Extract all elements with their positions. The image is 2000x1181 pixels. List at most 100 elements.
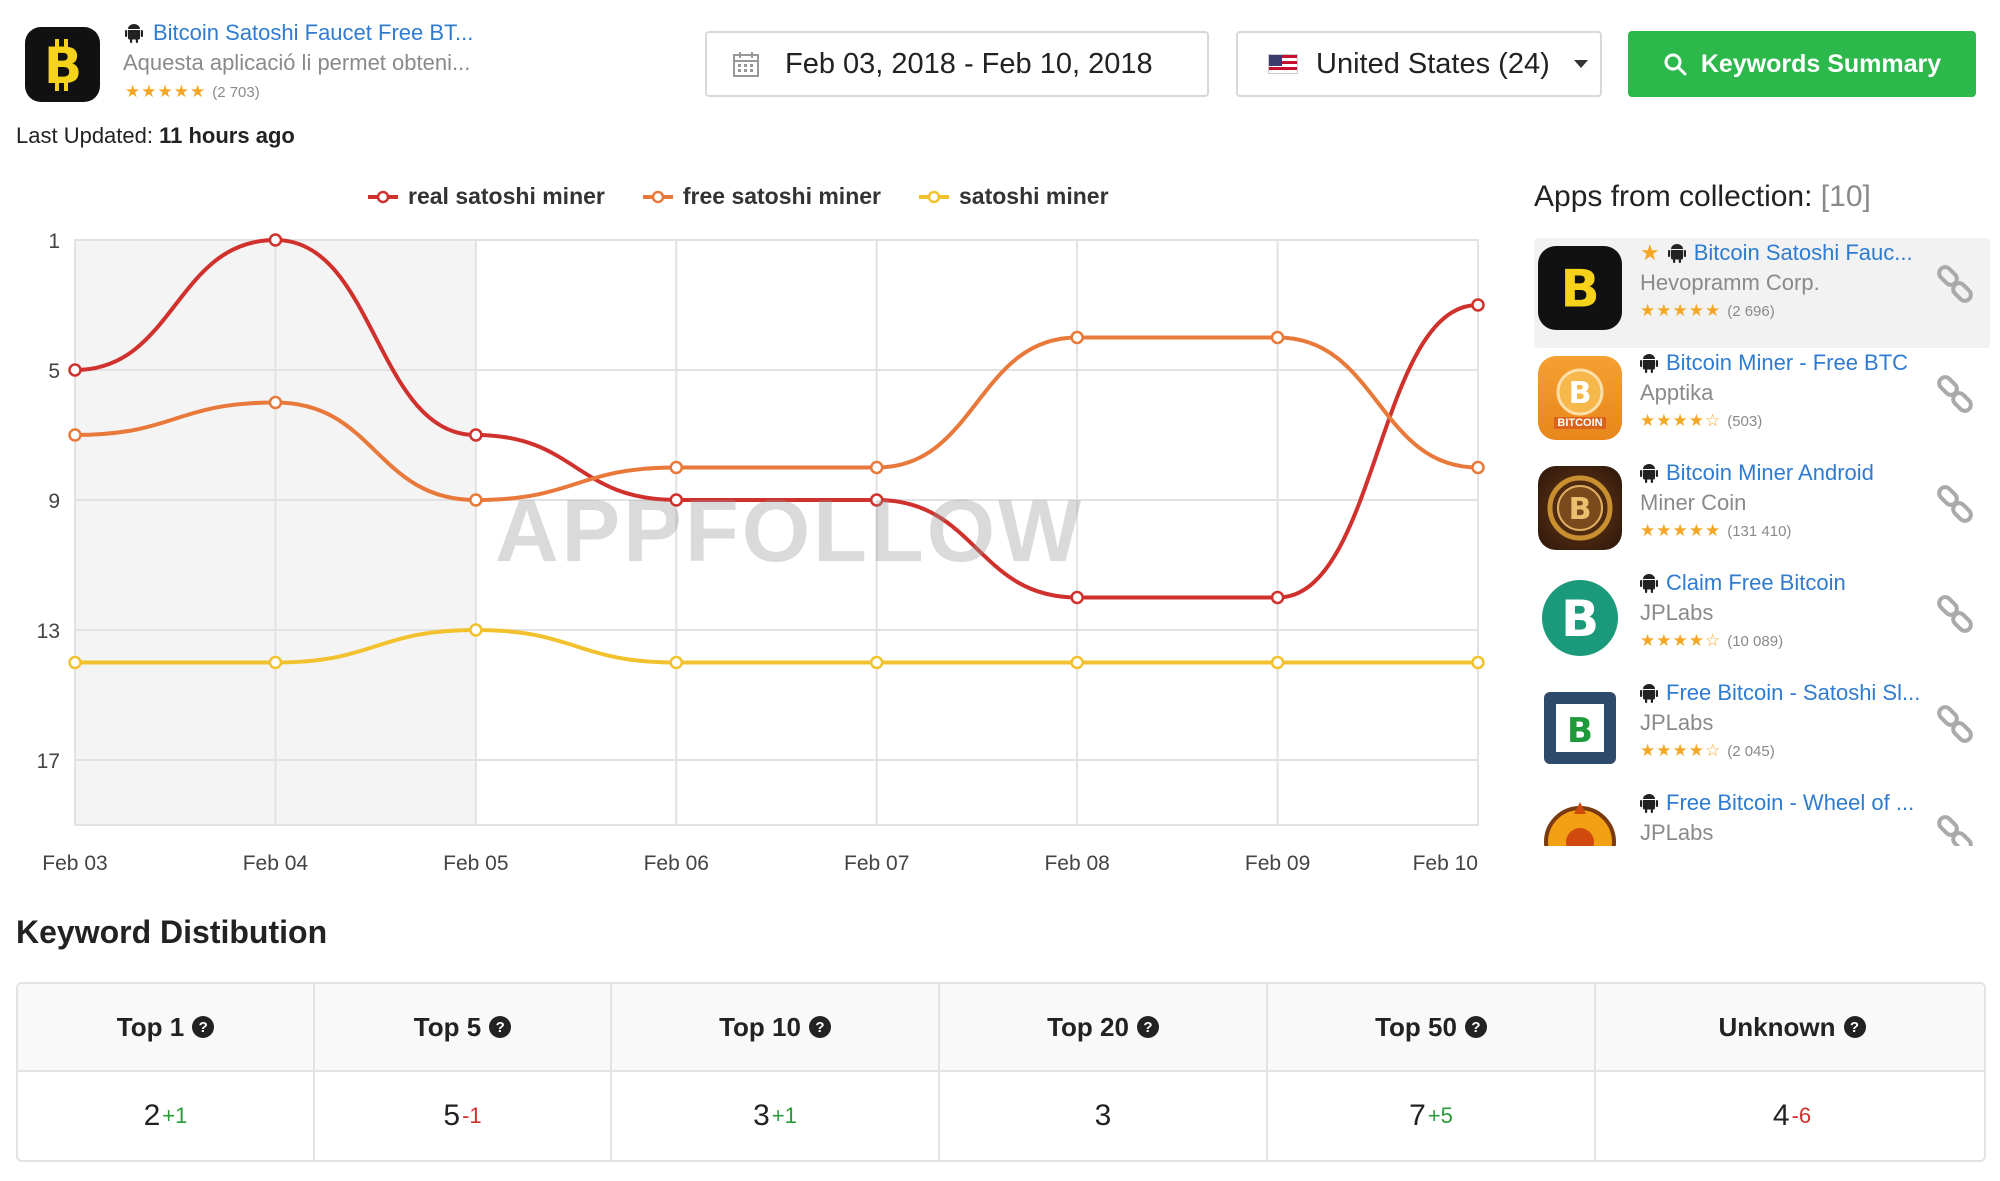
svg-text:B: B	[1569, 376, 1592, 411]
distribution-count: 5	[443, 1099, 461, 1132]
series-point	[268, 233, 283, 247]
icon-caption: BITCOIN	[1554, 417, 1606, 429]
distribution-header-label: Top 50	[1375, 1011, 1457, 1042]
distribution-header-label: Top 1	[116, 1011, 185, 1042]
item-rating: ★★★★☆ (503)	[1640, 411, 1762, 431]
x-tick-label: Feb 09	[1245, 852, 1310, 875]
app-rating: ★★★★★ (2 703)	[125, 82, 260, 102]
chevron-down-icon	[1573, 60, 1588, 68]
collection-item[interactable]: B ★ Bitcoin Satoshi Fauc... Hevopramm Co…	[1534, 238, 1990, 348]
item-title[interactable]: Bitcoin Miner Android	[1666, 460, 1874, 485]
calendar-icon	[733, 52, 759, 77]
bitcoin-coin-icon: B	[1538, 466, 1622, 550]
collection-list[interactable]: B ★ Bitcoin Satoshi Fauc... Hevopramm Co…	[1534, 238, 1990, 846]
distribution-value: 5 -1	[315, 1072, 612, 1160]
date-range-value: Feb 03, 2018 - Feb 10, 2018	[785, 47, 1153, 80]
chart-legend: real satoshi miner free satoshi miner sato…	[368, 183, 1109, 210]
item-count: (10 089)	[1727, 632, 1784, 650]
series-point	[1070, 655, 1084, 670]
bitcoin-green-icon: B	[1538, 576, 1622, 660]
favorite-star-icon: ★	[1640, 240, 1660, 265]
distribution-delta: -6	[1791, 1103, 1812, 1128]
collection-title-label: Apps from collection:	[1534, 180, 1813, 213]
app-title[interactable]: Bitcoin Satoshi Faucet Free BT...	[153, 20, 474, 45]
help-icon[interactable]: ?	[1136, 1016, 1159, 1038]
distribution-header: Top 20?	[940, 984, 1268, 1072]
item-developer: Hevopramm Corp.	[1640, 270, 1820, 295]
help-icon[interactable]: ?	[192, 1016, 215, 1038]
x-tick-label: Feb 08	[1044, 852, 1109, 875]
item-developer: JPLabs	[1640, 710, 1714, 735]
item-count: (503)	[1727, 412, 1763, 430]
link-icon[interactable]	[1934, 264, 1976, 306]
item-title[interactable]: Bitcoin Miner - Free BTC	[1666, 350, 1909, 375]
search-icon	[1664, 53, 1687, 76]
legend-label: free satoshi miner	[682, 183, 881, 209]
distribution-table: Top 1? Top 5? Top 10? Top 20? Top 50? Unknown…	[16, 982, 1986, 1162]
last-updated-label: Last Updated:	[16, 123, 153, 148]
chart-watermark: APPFOLLOW	[495, 481, 1085, 580]
item-developer: Apptika	[1640, 380, 1714, 405]
link-icon[interactable]	[1934, 374, 1976, 416]
item-title[interactable]: Free Bitcoin - Satoshi Sl...	[1666, 680, 1921, 705]
help-icon[interactable]: ?	[1843, 1016, 1866, 1038]
legend-label: satoshi miner	[959, 183, 1109, 209]
item-rating: ★★★★★ (2 696)	[1640, 301, 1775, 321]
distribution-value: 4 -6	[1596, 1072, 1984, 1160]
collection-item[interactable]: B Free Bitcoin - Satoshi Sl... JPLabs ★★…	[1534, 678, 1990, 788]
app-icon[interactable]: B	[25, 27, 100, 102]
help-icon[interactable]: ?	[808, 1016, 831, 1038]
legend-label: real satoshi miner	[408, 183, 605, 209]
distribution-delta: +1	[162, 1103, 188, 1128]
legend-marker-icon	[642, 190, 673, 203]
y-tick-label: 17	[37, 750, 60, 773]
link-icon[interactable]	[1934, 814, 1976, 846]
collection-title: Apps from collection: [10]	[1534, 180, 1871, 214]
country-select[interactable]: United States (24)	[1236, 31, 1602, 97]
link-icon[interactable]	[1934, 594, 1976, 636]
item-rating: ★★★★☆ (2 045)	[1640, 741, 1775, 761]
svg-text:B: B	[1560, 260, 1599, 319]
collection-item[interactable]: B Bitcoin Miner Android Miner Coin ★★★★★…	[1534, 458, 1990, 568]
collection-item[interactable]: B BITCOIN Bitcoin Miner - Free BTC Apptik…	[1534, 348, 1990, 458]
item-title[interactable]: Free Bitcoin - Wheel of ...	[1666, 790, 1915, 815]
android-icon	[1640, 354, 1658, 373]
help-icon[interactable]: ?	[489, 1016, 512, 1038]
keywords-summary-button[interactable]: Keywords Summary	[1628, 31, 1976, 97]
series-point	[1070, 590, 1084, 605]
distribution-title: Keyword Distibution	[16, 914, 328, 950]
y-tick-label: 9	[48, 490, 60, 513]
collection-item[interactable]: B Claim Free Bitcoin JPLabs ★★★★☆ (10 089…	[1534, 568, 1990, 678]
item-title-line: Free Bitcoin - Satoshi Sl...	[1640, 680, 1920, 706]
help-icon[interactable]: ?	[1464, 1016, 1487, 1038]
distribution-header: Top 10?	[612, 984, 940, 1072]
series-point	[669, 460, 684, 475]
series-point	[469, 493, 483, 507]
app-description: Aquesta aplicació li permet obteni...	[123, 50, 471, 75]
item-rating: ★★★★☆ (10 089)	[1640, 631, 1783, 651]
android-icon	[1640, 684, 1658, 703]
legend-item[interactable]: free satoshi miner	[642, 183, 881, 210]
distribution-header: Top 5?	[315, 984, 612, 1072]
link-icon[interactable]	[1934, 704, 1976, 746]
legend-item[interactable]: satoshi miner	[919, 183, 1109, 210]
link-icon[interactable]	[1934, 484, 1976, 526]
series-point	[869, 460, 884, 475]
distribution-header-label: Top 20	[1047, 1011, 1129, 1042]
bitcoin-b-icon: B	[43, 37, 81, 95]
item-title[interactable]: Bitcoin Satoshi Fauc...	[1693, 240, 1913, 265]
item-stars: ★★★★★	[1640, 301, 1722, 320]
distribution-count: 4	[1772, 1099, 1790, 1132]
slot-machine-icon: B	[1538, 686, 1622, 770]
date-range-picker[interactable]: Feb 03, 2018 - Feb 10, 2018	[705, 31, 1209, 97]
distribution-header: Top 1?	[18, 984, 315, 1072]
series-point	[268, 395, 283, 410]
item-title-line: Bitcoin Miner Android	[1640, 460, 1874, 486]
collection-item[interactable]: Free Bitcoin - Wheel of ... JPLabs	[1534, 788, 1990, 846]
legend-item[interactable]: real satoshi miner	[368, 183, 605, 210]
x-tick-label: Feb 04	[243, 852, 309, 875]
item-title[interactable]: Claim Free Bitcoin	[1666, 570, 1846, 595]
x-tick-label: Feb 03	[42, 852, 107, 875]
series-point	[268, 655, 283, 670]
item-stars: ★★★★☆	[1640, 411, 1722, 430]
